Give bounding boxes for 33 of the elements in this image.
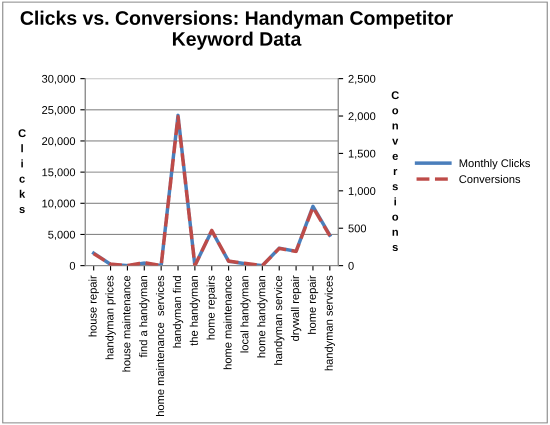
x-tick-label: handyman services <box>324 276 335 370</box>
y-tick-label: 20,000 <box>42 137 76 146</box>
y-tick-label: 15,000 <box>42 168 76 178</box>
x-tick-label: house maintenance <box>122 276 130 372</box>
y-tick-label: 0 <box>70 262 76 270</box>
x-tick-label: handyman service <box>274 276 284 365</box>
y2-tick-label: 1,000 <box>348 187 376 196</box>
x-tick-label: find a handyman <box>139 276 150 358</box>
x-tick-label: home maintenance services <box>156 276 164 416</box>
x-tick-label: house repair <box>88 276 99 336</box>
y-tick-label: 10,000 <box>42 200 76 209</box>
text: Conversions <box>392 91 399 252</box>
x-tick-label: home repairs <box>206 276 217 340</box>
y-tick-label: 25,000 <box>42 106 76 116</box>
legend-label: Conversions <box>459 174 520 184</box>
y2-tick-label: 2,000 <box>348 112 376 122</box>
y-tick-label: 5,000 <box>48 230 76 240</box>
y2-tick-label: 1,500 <box>348 150 376 159</box>
y2-tick-label: 500 <box>348 224 366 232</box>
x-tick-label: home maintenance <box>223 276 232 370</box>
x-tick-label: handyman prices <box>105 276 116 360</box>
x-tick-label: drywall repair <box>290 276 302 341</box>
x-tick-label: local handyman <box>240 276 251 352</box>
y-tick-label: 30,000 <box>42 74 76 84</box>
y-axis-title: Clicks <box>18 129 26 214</box>
x-tick-label: the handyman <box>190 276 200 346</box>
legend-label: Monthly Clicks <box>460 158 530 170</box>
x-tick-label: home handyman <box>257 276 268 358</box>
x-tick-label: handyman find <box>172 276 184 348</box>
x-tick-label: home repair <box>308 276 318 334</box>
y2-tick-label: 0 <box>348 262 354 270</box>
y2-tick-label: 2,500 <box>348 74 376 84</box>
chart-title: Clicks vs. Conversions: Handyman Competitor Keyword Data <box>20 10 453 50</box>
